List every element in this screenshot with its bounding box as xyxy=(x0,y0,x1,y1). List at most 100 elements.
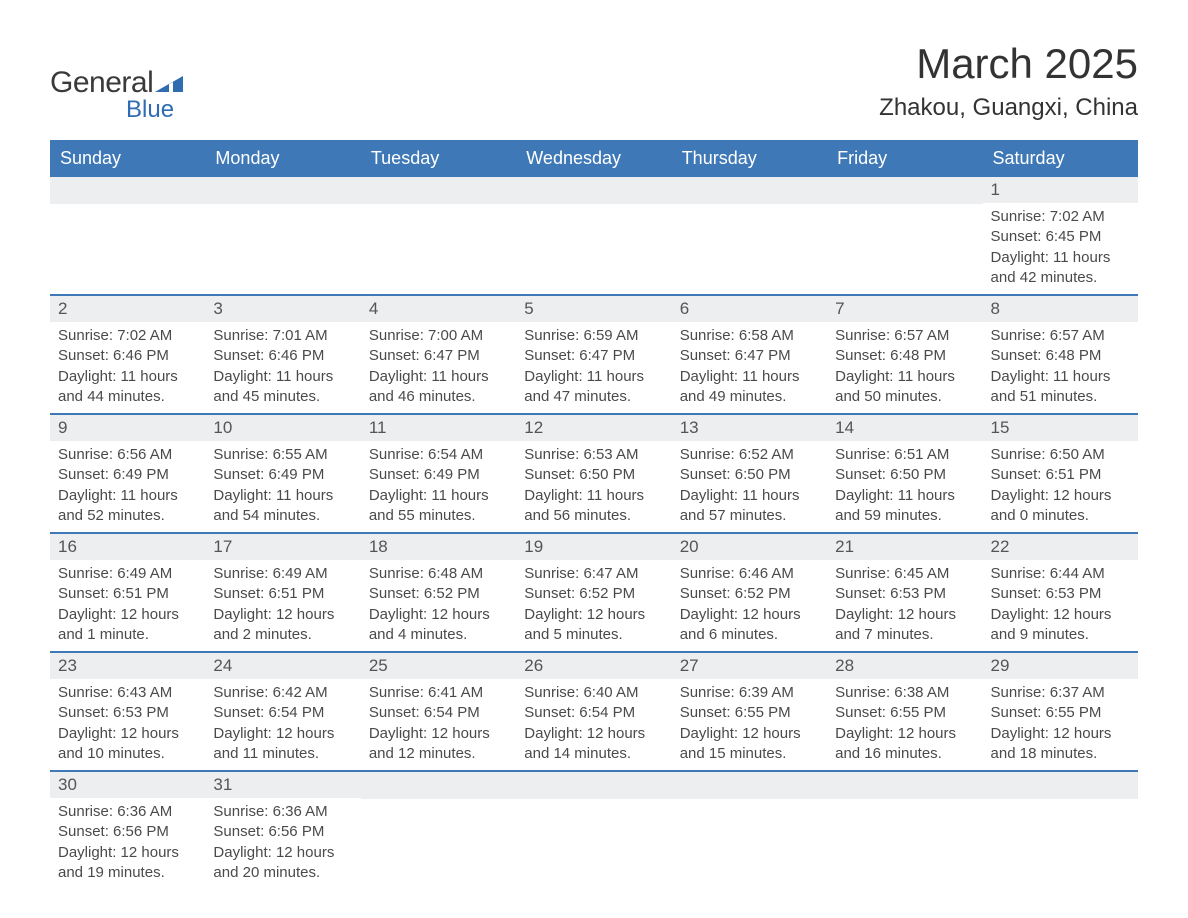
calendar-cell: 2Sunrise: 7:02 AMSunset: 6:46 PMDaylight… xyxy=(50,296,205,413)
sunrise-text: Sunrise: 6:37 AM xyxy=(991,683,1130,703)
calendar-cell: 12Sunrise: 6:53 AMSunset: 6:50 PMDayligh… xyxy=(516,415,671,532)
day-number: 30 xyxy=(50,772,205,798)
sunrise-text: Sunrise: 6:49 AM xyxy=(213,564,352,584)
day-details: Sunrise: 6:39 AMSunset: 6:55 PMDaylight:… xyxy=(672,679,827,770)
day-number: 16 xyxy=(50,534,205,560)
day-number: 3 xyxy=(205,296,360,322)
calendar-row: 23Sunrise: 6:43 AMSunset: 6:53 PMDayligh… xyxy=(50,651,1138,770)
day-number: 2 xyxy=(50,296,205,322)
sunset-text: Sunset: 6:47 PM xyxy=(524,346,663,366)
day-details: Sunrise: 6:43 AMSunset: 6:53 PMDaylight:… xyxy=(50,679,205,770)
sunrise-text: Sunrise: 7:00 AM xyxy=(369,326,508,346)
day-number: 19 xyxy=(516,534,671,560)
flag-icon xyxy=(155,72,183,97)
day-number: 20 xyxy=(672,534,827,560)
sunrise-text: Sunrise: 6:41 AM xyxy=(369,683,508,703)
calendar-cell: 23Sunrise: 6:43 AMSunset: 6:53 PMDayligh… xyxy=(50,653,205,770)
calendar-cell xyxy=(983,772,1138,889)
sunrise-text: Sunrise: 6:39 AM xyxy=(680,683,819,703)
calendar-cell: 1Sunrise: 7:02 AMSunset: 6:45 PMDaylight… xyxy=(983,177,1138,294)
day-number: 6 xyxy=(672,296,827,322)
daylight-text: Daylight: 12 hours and 16 minutes. xyxy=(835,724,974,765)
sunset-text: Sunset: 6:48 PM xyxy=(835,346,974,366)
daylight-text: Daylight: 12 hours and 19 minutes. xyxy=(58,843,197,884)
day-number: 25 xyxy=(361,653,516,679)
empty-day-bar xyxy=(516,772,671,799)
day-number: 14 xyxy=(827,415,982,441)
daylight-text: Daylight: 11 hours and 50 minutes. xyxy=(835,367,974,408)
day-details: Sunrise: 6:55 AMSunset: 6:49 PMDaylight:… xyxy=(205,441,360,532)
sunrise-text: Sunrise: 6:47 AM xyxy=(524,564,663,584)
calendar-cell: 15Sunrise: 6:50 AMSunset: 6:51 PMDayligh… xyxy=(983,415,1138,532)
weekday-wednesday: Wednesday xyxy=(516,140,671,177)
sunset-text: Sunset: 6:56 PM xyxy=(213,822,352,842)
calendar-cell xyxy=(50,177,205,294)
empty-day-bar xyxy=(50,177,205,204)
calendar-cell: 7Sunrise: 6:57 AMSunset: 6:48 PMDaylight… xyxy=(827,296,982,413)
daylight-text: Daylight: 12 hours and 4 minutes. xyxy=(369,605,508,646)
daylight-text: Daylight: 12 hours and 2 minutes. xyxy=(213,605,352,646)
day-details: Sunrise: 6:49 AMSunset: 6:51 PMDaylight:… xyxy=(50,560,205,651)
weekday-thursday: Thursday xyxy=(672,140,827,177)
logo-top-row: General xyxy=(50,66,183,100)
empty-day-bar xyxy=(672,772,827,799)
calendar-cell xyxy=(516,177,671,294)
day-number: 7 xyxy=(827,296,982,322)
daylight-text: Daylight: 12 hours and 10 minutes. xyxy=(58,724,197,765)
sunrise-text: Sunrise: 6:57 AM xyxy=(991,326,1130,346)
weekday-sunday: Sunday xyxy=(50,140,205,177)
calendar-cell: 26Sunrise: 6:40 AMSunset: 6:54 PMDayligh… xyxy=(516,653,671,770)
daylight-text: Daylight: 11 hours and 47 minutes. xyxy=(524,367,663,408)
sunrise-text: Sunrise: 6:44 AM xyxy=(991,564,1130,584)
calendar-cell xyxy=(827,177,982,294)
day-details: Sunrise: 6:40 AMSunset: 6:54 PMDaylight:… xyxy=(516,679,671,770)
calendar-cell: 21Sunrise: 6:45 AMSunset: 6:53 PMDayligh… xyxy=(827,534,982,651)
sunset-text: Sunset: 6:49 PM xyxy=(213,465,352,485)
daylight-text: Daylight: 12 hours and 18 minutes. xyxy=(991,724,1130,765)
sunset-text: Sunset: 6:52 PM xyxy=(369,584,508,604)
location: Zhakou, Guangxi, China xyxy=(879,94,1138,122)
calendar-cell: 13Sunrise: 6:52 AMSunset: 6:50 PMDayligh… xyxy=(672,415,827,532)
sunrise-text: Sunrise: 6:58 AM xyxy=(680,326,819,346)
daylight-text: Daylight: 11 hours and 44 minutes. xyxy=(58,367,197,408)
sunrise-text: Sunrise: 6:36 AM xyxy=(58,802,197,822)
sunset-text: Sunset: 6:47 PM xyxy=(369,346,508,366)
sunrise-text: Sunrise: 6:54 AM xyxy=(369,445,508,465)
calendar-cell: 31Sunrise: 6:36 AMSunset: 6:56 PMDayligh… xyxy=(205,772,360,889)
sunrise-text: Sunrise: 6:45 AM xyxy=(835,564,974,584)
sunrise-text: Sunrise: 6:48 AM xyxy=(369,564,508,584)
day-details: Sunrise: 6:48 AMSunset: 6:52 PMDaylight:… xyxy=(361,560,516,651)
calendar-row: 2Sunrise: 7:02 AMSunset: 6:46 PMDaylight… xyxy=(50,294,1138,413)
day-details: Sunrise: 6:52 AMSunset: 6:50 PMDaylight:… xyxy=(672,441,827,532)
calendar-cell: 9Sunrise: 6:56 AMSunset: 6:49 PMDaylight… xyxy=(50,415,205,532)
sunset-text: Sunset: 6:51 PM xyxy=(58,584,197,604)
sunset-text: Sunset: 6:48 PM xyxy=(991,346,1130,366)
calendar-cell: 16Sunrise: 6:49 AMSunset: 6:51 PMDayligh… xyxy=(50,534,205,651)
day-details: Sunrise: 6:38 AMSunset: 6:55 PMDaylight:… xyxy=(827,679,982,770)
day-details: Sunrise: 6:41 AMSunset: 6:54 PMDaylight:… xyxy=(361,679,516,770)
weekday-friday: Friday xyxy=(827,140,982,177)
sunrise-text: Sunrise: 6:50 AM xyxy=(991,445,1130,465)
day-details: Sunrise: 6:56 AMSunset: 6:49 PMDaylight:… xyxy=(50,441,205,532)
sunrise-text: Sunrise: 6:52 AM xyxy=(680,445,819,465)
sunset-text: Sunset: 6:47 PM xyxy=(680,346,819,366)
sunset-text: Sunset: 6:53 PM xyxy=(58,703,197,723)
day-details: Sunrise: 7:02 AMSunset: 6:45 PMDaylight:… xyxy=(983,203,1138,294)
calendar-cell: 17Sunrise: 6:49 AMSunset: 6:51 PMDayligh… xyxy=(205,534,360,651)
empty-day-bar xyxy=(361,177,516,204)
day-details: Sunrise: 7:00 AMSunset: 6:47 PMDaylight:… xyxy=(361,322,516,413)
day-number: 29 xyxy=(983,653,1138,679)
calendar-cell: 14Sunrise: 6:51 AMSunset: 6:50 PMDayligh… xyxy=(827,415,982,532)
calendar-cell: 8Sunrise: 6:57 AMSunset: 6:48 PMDaylight… xyxy=(983,296,1138,413)
calendar-cell xyxy=(361,772,516,889)
day-number: 4 xyxy=(361,296,516,322)
sunset-text: Sunset: 6:50 PM xyxy=(680,465,819,485)
day-details: Sunrise: 6:36 AMSunset: 6:56 PMDaylight:… xyxy=(205,798,360,889)
day-number: 26 xyxy=(516,653,671,679)
daylight-text: Daylight: 11 hours and 54 minutes. xyxy=(213,486,352,527)
calendar-cell: 28Sunrise: 6:38 AMSunset: 6:55 PMDayligh… xyxy=(827,653,982,770)
sunset-text: Sunset: 6:55 PM xyxy=(835,703,974,723)
daylight-text: Daylight: 11 hours and 49 minutes. xyxy=(680,367,819,408)
day-details: Sunrise: 6:45 AMSunset: 6:53 PMDaylight:… xyxy=(827,560,982,651)
day-number: 1 xyxy=(983,177,1138,203)
